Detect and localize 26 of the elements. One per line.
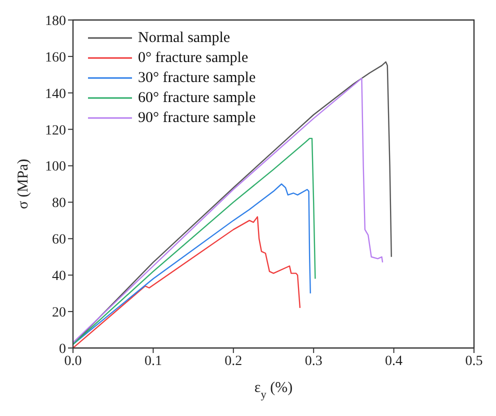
x-axis-title: ε$_{y}$ (%) (254, 380, 293, 401)
y-tick-label: 180 (45, 14, 66, 29)
y-tick-label: 20 (52, 306, 66, 321)
x-tick-label: 0.5 (465, 354, 483, 369)
y-tick-label: 160 (45, 50, 66, 66)
y-tick-label: 100 (45, 160, 66, 175)
line-series (73, 183, 311, 345)
y-tick-label: 60 (52, 232, 66, 248)
legend-label: Normal sample (138, 29, 230, 48)
y-tick-label: 40 (52, 269, 66, 284)
y-axis-title: σ (MPa) (15, 158, 32, 210)
legend-label: 60° fracture sample (138, 89, 256, 108)
line-series (73, 138, 316, 345)
x-tick-label: 0.4 (385, 354, 403, 369)
line-series (73, 216, 301, 348)
x-tick-label: 0.3 (304, 354, 322, 369)
legend-label: 30° fracture sample (138, 69, 256, 88)
x-tick-label: 0.0 (64, 354, 82, 369)
y-tick-label: 80 (52, 196, 66, 212)
legend-label: 0° fracture sample (138, 49, 248, 68)
x-tick-label: 0.1 (144, 354, 162, 369)
y-tick-label: 0 (59, 342, 66, 357)
legend-label: 90° fracture sample (138, 109, 256, 128)
x-tick-label: 0.2 (224, 354, 242, 369)
y-tick-label: 120 (45, 123, 66, 138)
y-tick-label: 140 (45, 86, 66, 102)
